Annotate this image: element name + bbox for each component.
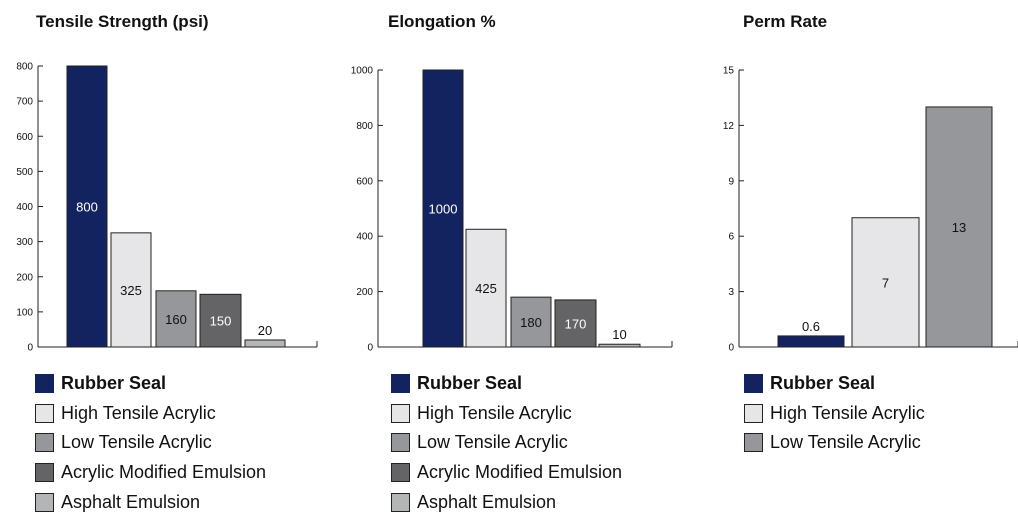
legend-item: Rubber Seal	[35, 369, 266, 399]
bar-low-tensile-acrylic	[925, 106, 993, 348]
y-tick-label: 200	[356, 287, 373, 298]
bar-high-tensile-acrylic	[465, 228, 507, 348]
y-tick-label: 12	[723, 121, 735, 132]
y-tick-label: 300	[16, 237, 33, 248]
legend-item: Low Tensile Acrylic	[391, 428, 622, 458]
y-tick-label: 0	[367, 343, 373, 354]
legend-label: High Tensile Acrylic	[61, 402, 216, 423]
data-label: 160	[165, 312, 187, 327]
legend-item: High Tensile Acrylic	[391, 399, 622, 429]
legend-swatch	[35, 463, 54, 483]
legend-swatch	[391, 463, 410, 483]
data-label: 800	[76, 200, 98, 215]
elongation-plot: 0 200 400 600 800 1000 1000 425 180 170 10	[351, 66, 673, 354]
y-tick-label: 800	[356, 121, 373, 132]
legend-label: Low Tensile Acrylic	[61, 432, 212, 453]
chart-title: Perm Rate	[743, 12, 828, 31]
legend-swatch	[35, 492, 54, 512]
legend-swatch	[744, 374, 763, 394]
legend-item: High Tensile Acrylic	[35, 399, 266, 429]
y-tick-label: 200	[16, 272, 33, 283]
y-tick-label: 100	[16, 307, 33, 318]
legend-label: High Tensile Acrylic	[770, 402, 925, 423]
legend-swatch	[35, 433, 54, 453]
y-tick-label: 0	[27, 343, 33, 354]
legend-label: Acrylic Modified Emulsion	[61, 462, 267, 483]
tensile-strength-chart: Tensile Strength (psi) 0 100 200 300 400 500 6…	[0, 0, 340, 512]
data-label: 180	[520, 315, 542, 330]
y-tick-label: 600	[16, 132, 33, 143]
chart-legend: Rubber Seal High Tensile Acrylic Low Tensi…	[744, 369, 925, 458]
data-label: 150	[210, 314, 232, 329]
bar-asphalt-emulsion	[244, 339, 286, 348]
y-tick-label: 500	[16, 167, 33, 178]
perm-rate-plot: 0 3 6 9 12 15 0.6 7 13	[723, 66, 1018, 354]
legend-swatch	[35, 403, 54, 423]
legend-item: Asphalt Emulsion	[35, 487, 266, 517]
data-label: 425	[475, 281, 497, 296]
legend-swatch	[391, 403, 410, 423]
legend-item: High Tensile Acrylic	[744, 399, 925, 429]
legend-swatch	[35, 374, 54, 394]
legend-label: Low Tensile Acrylic	[770, 432, 921, 453]
data-label: 0.6	[802, 319, 820, 334]
y-tick-label: 15	[723, 66, 735, 77]
y-tick-label: 1000	[351, 66, 374, 77]
tensile-strength-plot: 0 100 200 300 400 500 600 700 800 800 325 160 150 20	[16, 62, 318, 354]
data-label: 325	[120, 283, 142, 298]
legend-item: Low Tensile Acrylic	[744, 428, 925, 458]
y-tick-label: 400	[356, 232, 373, 243]
y-tick-label: 700	[16, 97, 33, 108]
chart-title: Elongation %	[388, 12, 496, 31]
y-tick-label: 3	[728, 287, 734, 298]
data-label: 13	[952, 220, 966, 235]
bar-acrylic-modified-emulsion	[199, 293, 242, 348]
bar-low-tensile-acrylic	[510, 296, 552, 348]
legend-item: Acrylic Modified Emulsion	[35, 458, 266, 488]
legend-item: Low Tensile Acrylic	[35, 428, 266, 458]
chart-legend: Rubber Seal High Tensile Acrylic Low Tensi…	[35, 369, 266, 517]
data-label: 7	[882, 275, 889, 290]
bar-rubber-seal	[422, 69, 464, 348]
y-tick-label: 9	[728, 176, 734, 187]
bar-low-tensile-acrylic	[155, 290, 197, 348]
bar-rubber-seal	[777, 335, 845, 348]
legend-item: Asphalt Emulsion	[391, 487, 622, 517]
legend-item: Acrylic Modified Emulsion	[391, 458, 622, 488]
y-tick-label: 6	[728, 232, 734, 243]
y-tick-label: 800	[16, 62, 33, 73]
legend-label: Rubber Seal	[770, 373, 876, 394]
data-label: 1000	[429, 202, 458, 217]
legend-item: Rubber Seal	[391, 369, 622, 399]
chart-title: Tensile Strength (psi)	[36, 12, 209, 31]
legend-swatch	[744, 433, 763, 453]
legend-label: Acrylic Modified Emulsion	[417, 462, 623, 483]
legend-label: Asphalt Emulsion	[417, 491, 557, 512]
data-label: 20	[258, 323, 272, 338]
legend-label: Low Tensile Acrylic	[417, 432, 568, 453]
bar-high-tensile-acrylic	[851, 217, 920, 348]
data-label: 170	[565, 316, 587, 331]
legend-label: High Tensile Acrylic	[417, 402, 572, 423]
data-label: 10	[612, 327, 626, 342]
legend-swatch	[391, 374, 410, 394]
y-tick-label: 600	[356, 176, 373, 187]
legend-label: Rubber Seal	[61, 373, 167, 394]
legend-item: Rubber Seal	[744, 369, 925, 399]
y-tick-label: 400	[16, 202, 33, 213]
legend-swatch	[391, 433, 410, 453]
bar-rubber-seal	[66, 65, 108, 348]
legend-label: Rubber Seal	[417, 373, 523, 394]
chart-legend: Rubber Seal High Tensile Acrylic Low Tensi…	[391, 369, 622, 517]
perm-rate-chart: Perm Rate 0 3 6 9 12 15 0.6 7 13 Rubber Seal High…	[680, 0, 1018, 508]
elongation-chart: Elongation % 0 200 400 600 800 1000 1000 425 180…	[340, 0, 680, 512]
legend-swatch	[391, 492, 410, 512]
y-tick-label: 0	[728, 343, 734, 354]
legend-label: Asphalt Emulsion	[61, 491, 201, 512]
legend-swatch	[744, 403, 763, 423]
bar-acrylic-modified-emulsion	[554, 299, 597, 348]
